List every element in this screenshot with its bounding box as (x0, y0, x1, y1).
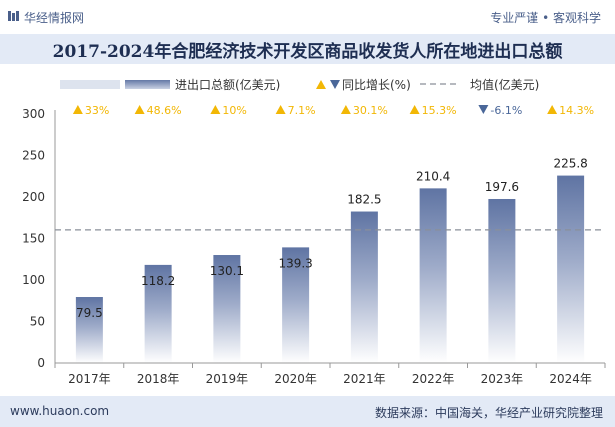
growth-value: -6.1% (490, 104, 522, 117)
x-axis: 2017年 2018年 2019年 2020年 2021年 2022年 2023年 2024年 (54, 362, 606, 386)
top-bar: 华经情报网 专业严谨 • 客观科学 (0, 0, 615, 34)
bars (75, 175, 585, 363)
value-labels: 79.5 118.2 130.1 139.3 182.5 210.4 197.6 225.8 (76, 157, 588, 320)
growth-label-5: 15.3% (409, 104, 457, 117)
legend-swatch-light (60, 80, 120, 89)
growth-value: 48.6% (147, 104, 182, 117)
growth-value: 30.1% (353, 104, 388, 117)
title-bar: 2017-2024年合肥经济技术开发区商品收发货人所在地进出口总额 (0, 34, 615, 64)
bar-chart: 0 50 100 150 200 250 300 79.5 118.2 130.1 139.3 18… (22, 104, 606, 386)
huajing-logo-icon (8, 11, 19, 21)
bar-7 (557, 175, 585, 363)
x-tick-label-7: 2024年 (549, 372, 592, 386)
bar-0 (75, 297, 103, 363)
growth-label-3: 7.1% (275, 104, 316, 117)
growth-value: 7.1% (288, 104, 316, 117)
up-triangle-icon (210, 105, 221, 114)
value-label-3: 139.3 (278, 256, 312, 270)
value-label-1: 118.2 (141, 274, 175, 288)
legend-down-triangle-icon (330, 80, 340, 89)
growth-label-1: 48.6% (134, 104, 182, 117)
value-label-4: 182.5 (347, 193, 381, 207)
legend-label-total: 进出口总额(亿美元) (175, 77, 280, 92)
value-label-0: 79.5 (76, 306, 103, 320)
x-tick-label-1: 2018年 (137, 372, 180, 386)
y-tick-label-1: 50 (30, 315, 45, 329)
growth-value: 33% (85, 104, 109, 117)
growth-labels: 33% 48.6% 10% 7.1% 30.1% 15.3% -6.1% 14.3% (72, 104, 594, 117)
y-tick-label-3: 150 (22, 232, 45, 246)
x-tick-label-2: 2019年 (206, 372, 249, 386)
bar-6 (488, 198, 516, 363)
up-triangle-icon (275, 105, 286, 114)
bar-5 (419, 188, 447, 363)
x-tick-label-3: 2020年 (274, 372, 317, 386)
growth-value: 10% (222, 104, 246, 117)
x-tick-label-5: 2022年 (412, 372, 455, 386)
up-triangle-icon (409, 105, 420, 114)
chart-legend: 进出口总额(亿美元) 同比增长(%) 均值(亿美元) (60, 77, 539, 92)
bar-2 (213, 255, 241, 363)
slogan: 专业严谨 • 客观科学 (490, 11, 601, 25)
growth-label-0: 33% (72, 104, 109, 117)
y-tick-label-5: 250 (22, 149, 45, 163)
brand-name: 华经情报网 (24, 11, 85, 25)
bar-1 (144, 264, 172, 363)
website-link[interactable]: www.huaon.com (10, 404, 110, 418)
legend-up-triangle-icon (316, 80, 326, 89)
bar-3 (282, 247, 310, 363)
up-triangle-icon (340, 105, 351, 114)
chart-title: 2017-2024年合肥经济技术开发区商品收发货人所在地进出口总额 (52, 41, 563, 62)
x-tick-label-0: 2017年 (68, 372, 111, 386)
y-tick-label-4: 200 (22, 190, 45, 204)
growth-label-6: -6.1% (478, 104, 522, 117)
value-label-2: 130.1 (210, 264, 244, 278)
y-tick-label-2: 100 (22, 273, 45, 287)
value-label-7: 225.8 (553, 157, 587, 171)
legend-swatch-bar (125, 80, 170, 89)
growth-label-7: 14.3% (547, 104, 594, 117)
bar-4 (350, 211, 378, 363)
x-tick-label-4: 2021年 (343, 372, 386, 386)
footer: www.huaon.com 数据来源：中国海关，华经产业研究院整理 (0, 396, 615, 427)
y-tick-label-0: 0 (37, 356, 45, 370)
growth-value: 15.3% (422, 104, 457, 117)
x-tick-label-6: 2023年 (481, 372, 524, 386)
growth-label-4: 30.1% (340, 104, 388, 117)
legend-label-growth: 同比增长(%) (342, 78, 411, 92)
value-label-5: 210.4 (416, 169, 450, 183)
up-triangle-icon (72, 105, 83, 114)
y-axis: 0 50 100 150 200 250 300 (22, 107, 56, 370)
y-tick-label-6: 300 (22, 107, 45, 121)
down-triangle-icon (478, 105, 489, 114)
up-triangle-icon (134, 105, 145, 114)
legend-label-average: 均值(亿美元) (470, 77, 539, 92)
data-source: 数据来源：中国海关，华经产业研究院整理 (374, 406, 603, 420)
growth-value: 14.3% (559, 104, 594, 117)
value-label-6: 197.6 (485, 180, 519, 194)
up-triangle-icon (547, 105, 558, 114)
growth-label-2: 10% (210, 104, 247, 117)
